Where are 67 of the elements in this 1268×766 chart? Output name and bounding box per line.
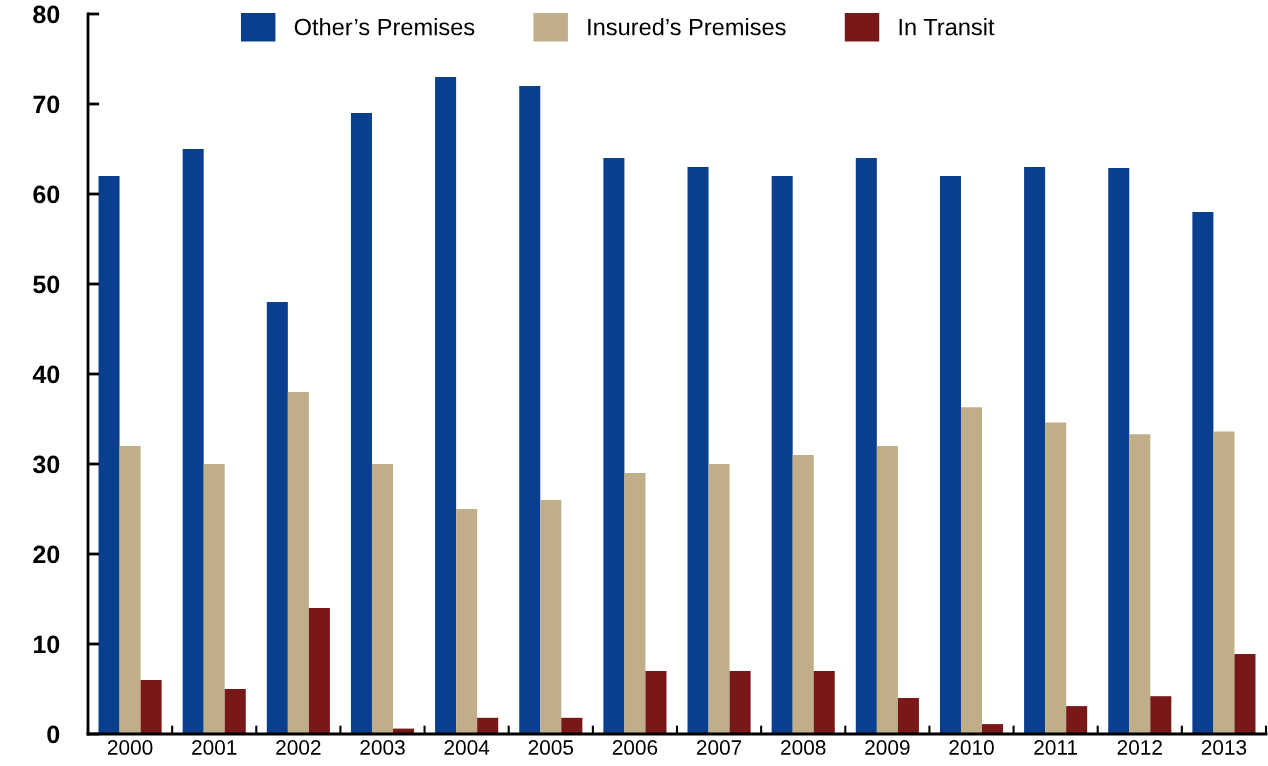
bar [813, 671, 835, 734]
bar [1150, 696, 1172, 734]
legend-label: In Transit [899, 18, 995, 36]
bar [729, 671, 751, 734]
bar [1192, 212, 1214, 734]
x-tick-label: 2007 [696, 740, 742, 755]
x-tick-label: 2008 [781, 740, 826, 755]
bar [435, 77, 457, 734]
y-tick-label: 70 [33, 95, 60, 114]
bar [140, 680, 162, 734]
y-tick-label: 50 [33, 275, 60, 294]
bar [876, 446, 898, 734]
bar [960, 407, 983, 734]
x-tick-label: 2010 [949, 740, 994, 755]
x-tick-label: 2004 [444, 740, 490, 755]
legend-label: Insured’s Premises [588, 18, 786, 36]
bar [119, 446, 141, 734]
bar [98, 176, 120, 734]
bar [1234, 653, 1256, 734]
bar [456, 509, 478, 734]
x-tick-label: 2005 [528, 740, 574, 755]
y-tick-label: 40 [32, 365, 60, 384]
y-tick-label: 20 [33, 545, 60, 564]
y-tick-label: 60 [33, 185, 60, 204]
bar [708, 464, 730, 734]
bar [855, 158, 877, 734]
bar [350, 113, 372, 734]
x-tick-label: 2003 [360, 740, 405, 755]
bar [792, 455, 814, 734]
bar [308, 608, 330, 734]
x-tick-label: 2013 [1201, 740, 1247, 755]
x-tick-label: 2012 [1117, 740, 1162, 755]
bar [897, 698, 919, 734]
legend-label: Other’s Premises [294, 18, 475, 36]
bar [687, 167, 709, 734]
x-tick-label: 2001 [192, 740, 237, 755]
y-tick-label: 10 [33, 635, 60, 654]
bar [519, 86, 541, 734]
bar [540, 500, 562, 734]
bar [287, 392, 309, 734]
bar [224, 689, 246, 734]
y-tick-label: 0 [47, 725, 60, 744]
bar [182, 149, 204, 734]
bar [1045, 422, 1067, 734]
bar [1108, 167, 1130, 734]
x-tick-label: 2006 [612, 740, 658, 755]
y-tick-label: 30 [32, 455, 60, 474]
bar [266, 302, 288, 734]
bar [939, 176, 961, 734]
bar [477, 717, 499, 734]
x-tick-label: 2000 [107, 740, 153, 755]
x-tick-label: 2009 [865, 740, 910, 755]
bar [561, 717, 583, 734]
bar [771, 176, 793, 734]
bar [203, 464, 225, 734]
bar [1024, 167, 1046, 734]
bar [603, 158, 625, 734]
bar [1213, 431, 1235, 734]
y-tick-label: 80 [33, 5, 60, 24]
x-tick-label: 2002 [276, 740, 321, 755]
bar [624, 473, 646, 734]
bar [371, 464, 394, 734]
bar [1129, 434, 1151, 734]
bar [1066, 706, 1088, 734]
bar [645, 671, 667, 734]
bar [982, 724, 1004, 734]
x-tick-label: 2011 [1034, 740, 1078, 755]
